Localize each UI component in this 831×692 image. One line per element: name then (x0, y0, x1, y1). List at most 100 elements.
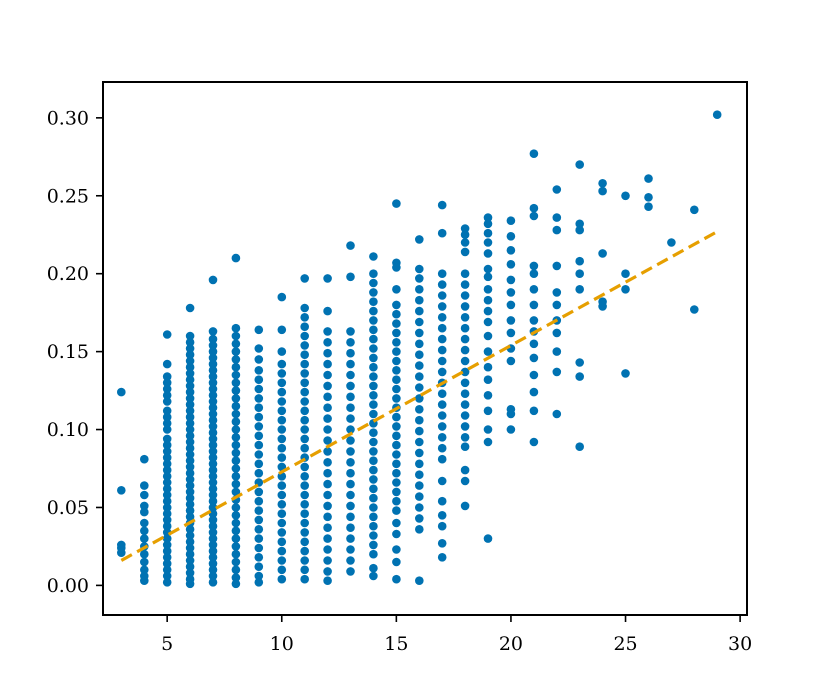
scatter-point (140, 526, 149, 536)
scatter-point (208, 528, 218, 537)
scatter-point (254, 496, 264, 506)
scatter-point (460, 280, 470, 289)
scatter-point (621, 369, 630, 378)
scatter-point (346, 425, 355, 434)
scatter-point (117, 387, 126, 397)
scatter-point (277, 509, 287, 518)
scatter-point (323, 458, 332, 467)
scatter-point (392, 384, 401, 394)
scatter-point (369, 447, 378, 456)
scatter-point (162, 330, 172, 339)
scatter-point (529, 269, 539, 279)
scatter-point (575, 285, 584, 294)
scatter-point (552, 261, 562, 271)
scatter-point (277, 434, 287, 444)
scatter-point (437, 496, 447, 506)
scatter-point (185, 303, 195, 313)
plot-area-frame (102, 81, 748, 616)
scatter-point (506, 232, 516, 241)
scatter-point (185, 369, 195, 378)
scatter-point (208, 559, 218, 568)
scatter-point (231, 487, 241, 497)
scatter-point (231, 549, 241, 559)
scatter-point (231, 464, 241, 473)
trend-line-layer (120, 230, 718, 562)
scatter-point (483, 249, 493, 258)
scatter-point (277, 574, 287, 584)
scatter-point (460, 356, 470, 366)
scatter-point (208, 359, 218, 369)
scatter-point (483, 219, 493, 229)
scatter-point (185, 506, 195, 515)
scatter-point (369, 400, 378, 409)
scatter-point (460, 501, 470, 511)
scatter-point (575, 269, 584, 279)
scatter-point (185, 549, 195, 559)
scatter-point (140, 481, 149, 490)
scatter-point (437, 228, 447, 238)
scatter-point (185, 456, 195, 466)
scatter-point (575, 358, 584, 367)
scatter-point (392, 518, 401, 528)
scatter-point (437, 476, 447, 486)
scatter-point (460, 389, 470, 399)
scatter-point (208, 341, 218, 350)
scatter-point (231, 557, 241, 567)
scatter-point (392, 375, 401, 385)
scatter-point (437, 521, 447, 531)
scatter-point (529, 300, 539, 310)
scatter-point (460, 465, 470, 475)
scatter-point (231, 401, 241, 411)
scatter-point (437, 433, 447, 442)
scatter-point (277, 325, 287, 335)
scatter-point (185, 525, 195, 534)
scatter-point (208, 496, 218, 506)
scatter-point (185, 579, 195, 589)
scatter-point (552, 409, 562, 419)
scatter-point (208, 327, 218, 336)
scatter-point (231, 573, 241, 582)
scatter-point (392, 328, 401, 338)
scatter-point (208, 384, 218, 394)
scatter-point (208, 484, 218, 494)
scatter-point (231, 433, 241, 442)
scatter-point (300, 434, 310, 444)
scatter-point (231, 534, 241, 543)
scatter-point (346, 567, 355, 576)
scatter-point (231, 425, 241, 434)
scatter-point (323, 381, 332, 391)
x-tick-label: 5 (161, 633, 173, 655)
scatter-point (208, 503, 218, 512)
scatter-point (162, 484, 172, 494)
scatter-point (323, 512, 332, 522)
scatter-point (529, 149, 539, 158)
scatter-point (254, 403, 264, 413)
scatter-point (208, 422, 218, 431)
scatter-point (162, 434, 172, 444)
scatter-point (231, 511, 241, 520)
scatter-point (460, 302, 470, 311)
scatter-point (140, 565, 149, 575)
scatter-point (185, 425, 195, 434)
scatter-point (392, 347, 401, 356)
scatter-point (346, 556, 355, 565)
scatter-point (300, 443, 310, 453)
scatter-point (300, 518, 310, 528)
scatter-point (208, 521, 218, 531)
scatter-point (300, 546, 310, 556)
scatter-point (712, 110, 722, 119)
scatter-point (460, 334, 470, 344)
scatter-point (483, 362, 493, 372)
scatter-point (277, 518, 287, 528)
scatter-point (483, 213, 493, 222)
scatter-point (185, 394, 195, 403)
scatter-point (483, 331, 493, 341)
scatter-point (208, 347, 218, 356)
scatter-point (231, 355, 241, 364)
scatter-point (231, 440, 241, 450)
scatter-point (346, 338, 355, 347)
y-tick-label: 0.25 (47, 185, 89, 207)
scatter-point (277, 490, 287, 500)
scatter-point (483, 285, 493, 294)
